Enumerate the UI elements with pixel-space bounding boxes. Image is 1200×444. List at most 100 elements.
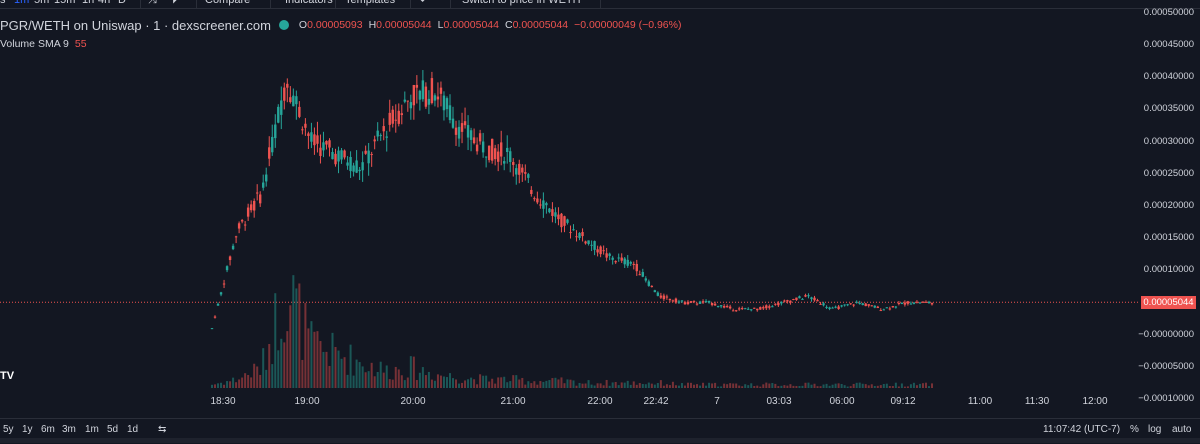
- candle-body: [921, 301, 925, 303]
- candle-body: [912, 302, 916, 304]
- volume-bar: [427, 371, 430, 388]
- ohlc-change: −0.00000049 (−0.96%): [574, 19, 682, 31]
- ohlc-open: O0.00005093: [298, 19, 363, 31]
- volume-bar: [515, 375, 518, 388]
- candle-body: [617, 257, 620, 259]
- candle-body: [503, 161, 506, 164]
- volume-bar: [747, 385, 750, 388]
- candle-body: [786, 300, 789, 302]
- candle-body: [373, 139, 376, 142]
- volume-bar: [391, 379, 394, 388]
- volume-bar: [650, 383, 653, 388]
- time-axis[interactable]: 18:30 19:00 20:00 21:00 22:00 22:42 7 03:03 06:0…: [0, 396, 1200, 418]
- y-tick: 0.00020000: [1143, 200, 1194, 211]
- toolbar-item-6[interactable]: D: [118, 0, 126, 6]
- volume-bar: [247, 374, 250, 388]
- volume-bar: [394, 366, 397, 388]
- range-1d[interactable]: 1d: [127, 424, 139, 435]
- candle-body: [412, 84, 416, 106]
- volume-bar: [430, 379, 433, 388]
- toolbar-item-5[interactable]: 4h: [98, 0, 111, 6]
- candle-body: [394, 119, 397, 121]
- volume-bar: [602, 385, 605, 388]
- volume-bar: [298, 283, 301, 388]
- goto-date-icon[interactable]: ⇆: [158, 424, 167, 435]
- volume-bar: [732, 383, 735, 388]
- volume-bar: [792, 385, 795, 388]
- toolbar-item-4[interactable]: 1h: [82, 0, 95, 6]
- toolbar-item-8[interactable]: ⏵: [172, 0, 178, 6]
- volume-bar: [292, 275, 295, 388]
- price-chart[interactable]: [0, 0, 1140, 412]
- toolbar-item-1[interactable]: 1m: [14, 0, 30, 6]
- candle-body: [237, 223, 241, 229]
- volume-bar: [927, 386, 930, 388]
- candle-body: [292, 95, 295, 107]
- range-5d[interactable]: 5d: [107, 424, 119, 435]
- volume-bar: [801, 385, 804, 388]
- range-6m[interactable]: 6m: [41, 424, 55, 435]
- auto-toggle[interactable]: auto: [1172, 424, 1192, 435]
- range-5y[interactable]: 5y: [3, 424, 14, 435]
- current-price-tag: 0.00005044: [1141, 296, 1196, 310]
- range-1m[interactable]: 1m: [85, 424, 99, 435]
- volume-bar: [521, 377, 524, 388]
- candle-body: [518, 163, 521, 175]
- volume-bar: [397, 369, 400, 388]
- toolbar-item-12[interactable]: ↶: [420, 0, 430, 7]
- toolbar-item-11[interactable]: Templates: [345, 0, 396, 6]
- panel-resize-handle[interactable]: [0, 438, 1200, 443]
- volume-bar: [409, 356, 412, 388]
- candle-body: [557, 214, 560, 220]
- volume-bar: [364, 372, 367, 388]
- candle-body: [240, 220, 244, 222]
- candle-body: [728, 306, 732, 309]
- log-toggle[interactable]: log: [1148, 424, 1162, 435]
- toolbar-item-0[interactable]: s: [0, 0, 6, 6]
- volume-bar: [442, 376, 445, 388]
- candle-body: [397, 110, 400, 124]
- candle-body: [569, 232, 572, 234]
- candle-body: [478, 133, 482, 142]
- price-axis[interactable]: 0.00050000 0.00045000 0.00040000 0.00035000…: [1138, 0, 1200, 412]
- toolbar-item-3[interactable]: 15m: [54, 0, 76, 6]
- percent-toggle[interactable]: %: [1130, 424, 1139, 435]
- volume-bar: [662, 385, 665, 388]
- volume-bar: [590, 384, 593, 388]
- volume-bar: [304, 302, 307, 388]
- clock[interactable]: 11:07:42 (UTC-7): [1043, 424, 1121, 435]
- volume-bar: [626, 380, 629, 388]
- volume-bar: [846, 386, 849, 388]
- volume-legend[interactable]: Volume SMA 9 55: [0, 38, 87, 50]
- candle-body: [930, 302, 934, 305]
- candle-body: [457, 126, 461, 139]
- volume-bar: [403, 380, 406, 388]
- volume-bar: [545, 380, 548, 388]
- candle-body: [521, 167, 524, 173]
- candle-body: [849, 303, 852, 305]
- volume-bar: [223, 384, 226, 388]
- candle-body: [710, 302, 714, 306]
- candle-body: [903, 302, 907, 305]
- toolbar-item-2[interactable]: 5m: [34, 0, 50, 6]
- toolbar-item-9[interactable]: Compare: [205, 0, 251, 6]
- volume-bar: [415, 380, 418, 388]
- volume-bar: [277, 350, 280, 388]
- range-1y[interactable]: 1y: [22, 424, 33, 435]
- volume-bar: [476, 384, 479, 388]
- volume-bar: [807, 382, 810, 388]
- toolbar-separator: [600, 0, 601, 8]
- toolbar-item-10[interactable]: Indicators: [285, 0, 333, 6]
- candle-body: [484, 156, 488, 158]
- volume-bar: [729, 383, 732, 388]
- toolbar-item-7[interactable]: ⤨: [148, 0, 157, 6]
- candle-body: [328, 140, 331, 148]
- candle-body: [593, 241, 596, 250]
- candle-body: [750, 309, 753, 311]
- symbol-title[interactable]: PGR/WETH on Uniswap · 1 · dexscreener.co…: [0, 17, 271, 33]
- range-3m[interactable]: 3m: [62, 424, 76, 435]
- candle-body: [804, 295, 807, 297]
- volume-bar: [623, 382, 626, 388]
- toolbar-item-13[interactable]: Switch to price in WETH: [462, 0, 581, 6]
- volume-bar: [340, 358, 343, 388]
